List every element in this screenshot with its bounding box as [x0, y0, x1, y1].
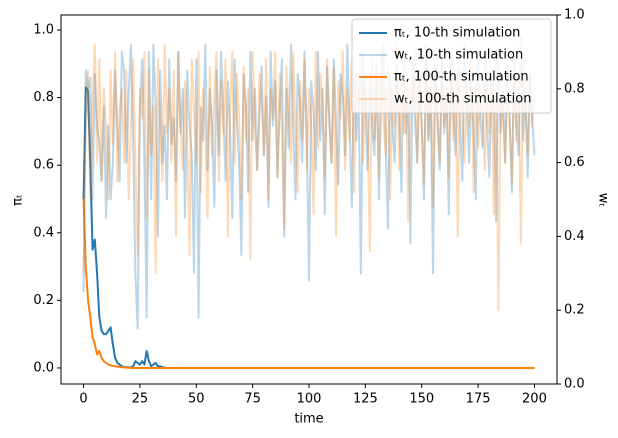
x-tick-label: 0: [79, 392, 87, 407]
y2-tick-label: 0.6: [564, 155, 585, 170]
y2-tick-label: 0.8: [564, 81, 585, 96]
x-axis-label: time: [294, 412, 323, 427]
legend: πₜ, 10-th simulation wₜ, 10-th simulation…: [351, 18, 552, 114]
y-tick-label: 0.6: [33, 158, 54, 173]
y2-tick-label: 0.4: [564, 229, 585, 244]
x-tick-label: 125: [353, 392, 378, 407]
series-line: [82, 198, 535, 369]
x-tick-label: 100: [297, 392, 322, 407]
legend-label: πₜ, 100-th simulation: [394, 70, 529, 85]
x-tick-label: 200: [522, 392, 547, 407]
x-tick-label: 25: [132, 392, 149, 407]
x-tick-label: 50: [188, 392, 205, 407]
y2-tick-label: 0.0: [564, 377, 585, 392]
y2-axis-label: wₜ: [596, 193, 611, 208]
x-tick-label: 150: [409, 392, 434, 407]
series-line: [82, 43, 536, 312]
legend-label: wₜ, 10-th simulation: [394, 48, 523, 63]
legend-label: πₜ, 10-th simulation: [394, 26, 520, 41]
y-axis-label: πₜ: [11, 194, 26, 206]
x-tick-label: 175: [466, 392, 491, 407]
x-tick-label: 75: [244, 392, 261, 407]
y2-tick-label: 1.0: [564, 8, 585, 23]
legend-label: wₜ, 100-th simulation: [394, 92, 531, 107]
y-tick-label: 0.2: [33, 293, 54, 308]
y-tick-label: 1.0: [33, 23, 54, 38]
y-tick-label: 0.0: [33, 360, 54, 375]
y-tick-label: 0.4: [33, 225, 54, 240]
y2-tick-label: 0.2: [564, 303, 585, 318]
legend-box: [351, 18, 552, 114]
y-tick-label: 0.8: [33, 90, 54, 105]
